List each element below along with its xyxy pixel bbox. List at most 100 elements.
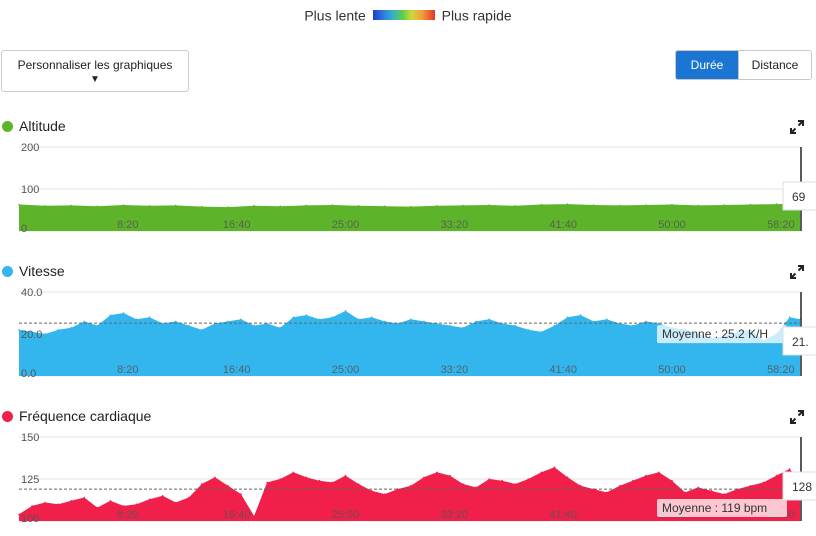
y-tick-label: 125 xyxy=(21,474,39,486)
speed-data-point xyxy=(462,326,464,329)
average-label-text: Moyenne : 119 bpm xyxy=(662,501,767,515)
average-label-box xyxy=(657,499,787,517)
speed-gradient-bar xyxy=(372,10,435,21)
speed-data-point xyxy=(44,333,46,335)
heart_rate-data-point xyxy=(514,483,517,485)
altitude-data-point xyxy=(383,205,386,207)
speed-data-point xyxy=(109,314,112,316)
heart_rate-data-point xyxy=(762,481,765,484)
heart_rate-data-point xyxy=(684,491,686,494)
altitude-chart: 0 100 200 8:20 16:40 25:00 33:20 41:40 50:00 58:2… xyxy=(18,142,816,235)
speed-data-point xyxy=(566,316,569,318)
altitude-dot-icon xyxy=(2,121,13,132)
average-label-text: Moyenne : 25.2 K/H xyxy=(662,327,768,341)
heart_rate-data-point xyxy=(645,474,647,477)
speed-expand-icon[interactable] xyxy=(790,265,804,279)
speed-dot-icon xyxy=(2,266,13,277)
speed-data-point xyxy=(370,316,373,318)
speed-data-point xyxy=(305,314,308,316)
speed-data-point xyxy=(645,320,647,323)
heart_rate-data-point xyxy=(292,471,295,474)
altitude-data-point xyxy=(592,204,595,206)
heart_rate-data-point xyxy=(423,476,425,479)
heart_rate-data-point xyxy=(723,493,726,495)
speed-data-point xyxy=(161,322,164,325)
heart_rate-data-point xyxy=(44,501,46,504)
y-tick-label: 0.0 xyxy=(21,368,36,380)
speed-data-point xyxy=(632,324,634,327)
heart_rate-data-point xyxy=(266,481,268,484)
x-tick-label: 16:40 xyxy=(223,364,251,376)
heart_rate-data-point xyxy=(501,479,504,482)
altitude-data-point xyxy=(749,203,752,206)
heart_rate-data-point xyxy=(188,496,190,499)
heart_rate-data-point xyxy=(632,479,634,482)
speed-data-point xyxy=(83,320,86,323)
heart_rate-data-point xyxy=(462,483,464,485)
speed-color-legend: Plus lente Plus rapide xyxy=(0,6,816,23)
heart_rate-data-point xyxy=(201,483,203,485)
speed-data-point xyxy=(135,318,138,321)
heart_rate-data-point xyxy=(109,500,112,502)
speed-data-point xyxy=(331,316,334,318)
speed-data-point xyxy=(423,320,425,323)
speed-data-point xyxy=(279,326,282,329)
altitude-data-point xyxy=(436,205,438,207)
heart_rate-data-point xyxy=(540,471,543,474)
heart_rate-data-point xyxy=(436,471,438,474)
y-tick-label: 20.0 xyxy=(21,329,42,341)
heart_rate-data-point xyxy=(553,466,556,468)
speed-title: Vitesse xyxy=(19,263,65,279)
heart_rate-data-point xyxy=(344,474,347,477)
customize-charts-button[interactable]: Personnaliser les graphiques ▼ xyxy=(1,50,189,92)
speed-data-point xyxy=(188,324,190,327)
heart_rate-data-point xyxy=(566,476,569,479)
heart_rate-data-point xyxy=(240,493,242,495)
altitude-data-point xyxy=(410,205,412,208)
altitude-data-point xyxy=(357,205,360,207)
x-tick-label: 33:20 xyxy=(441,219,469,231)
heart_rate-data-point xyxy=(357,483,360,485)
heart_rate-data-point xyxy=(775,474,778,477)
speed-data-point xyxy=(57,329,59,331)
altitude-data-point xyxy=(671,203,673,206)
altitude-cursor-tooltip xyxy=(782,181,816,211)
speed-data-point xyxy=(148,316,151,318)
speed-data-point xyxy=(318,318,321,321)
heart_rate-data-point xyxy=(475,486,477,489)
x-tick-label: 50:00 xyxy=(658,364,686,376)
altitude-area-series xyxy=(19,203,800,231)
heart_rate-data-point xyxy=(410,484,412,487)
altitude-data-point xyxy=(723,204,726,206)
heart_rate-data-point xyxy=(214,476,216,479)
heart_rate-data-point xyxy=(253,515,255,517)
x-tick-label: 8:20 xyxy=(117,219,138,231)
y-tick-label: 200 xyxy=(21,142,39,154)
speed-cursor-tooltip xyxy=(782,326,816,356)
heart-rate-expand-icon[interactable] xyxy=(790,410,804,424)
distance-toggle-button[interactable]: Distance xyxy=(738,51,811,79)
heart_rate-data-point xyxy=(788,468,791,470)
heart-rate-chart: 1001251508:2016:4025:0033:2041:4050:0058… xyxy=(18,432,816,525)
speed-data-point xyxy=(514,324,517,327)
duration-toggle-button[interactable]: Durée xyxy=(676,51,738,79)
heart_rate-data-point xyxy=(671,479,673,482)
heart_rate-data-point xyxy=(57,503,59,505)
altitude-data-point xyxy=(462,204,464,207)
speed-average-label: Moyenne : 25.2 K/H xyxy=(657,325,787,344)
heart_rate-data-point xyxy=(331,481,334,484)
heart_rate-data-point xyxy=(70,500,72,502)
heart_rate-data-point xyxy=(161,495,164,497)
heart_rate-data-point xyxy=(710,490,712,492)
slow-label: Plus lente xyxy=(304,7,366,24)
x-tick-label: 33:20 xyxy=(441,509,469,521)
altitude-data-point xyxy=(44,205,46,207)
heart_rate-data-point xyxy=(697,486,699,489)
altitude-expand-icon[interactable] xyxy=(790,120,804,134)
y-tick-label: 150 xyxy=(21,432,39,444)
altitude-data-point xyxy=(279,205,282,207)
altitude-data-point xyxy=(566,203,569,205)
altitude-data-point xyxy=(697,204,699,207)
x-tick-label: 25:00 xyxy=(332,219,360,231)
heart_rate-area-series xyxy=(19,467,800,521)
